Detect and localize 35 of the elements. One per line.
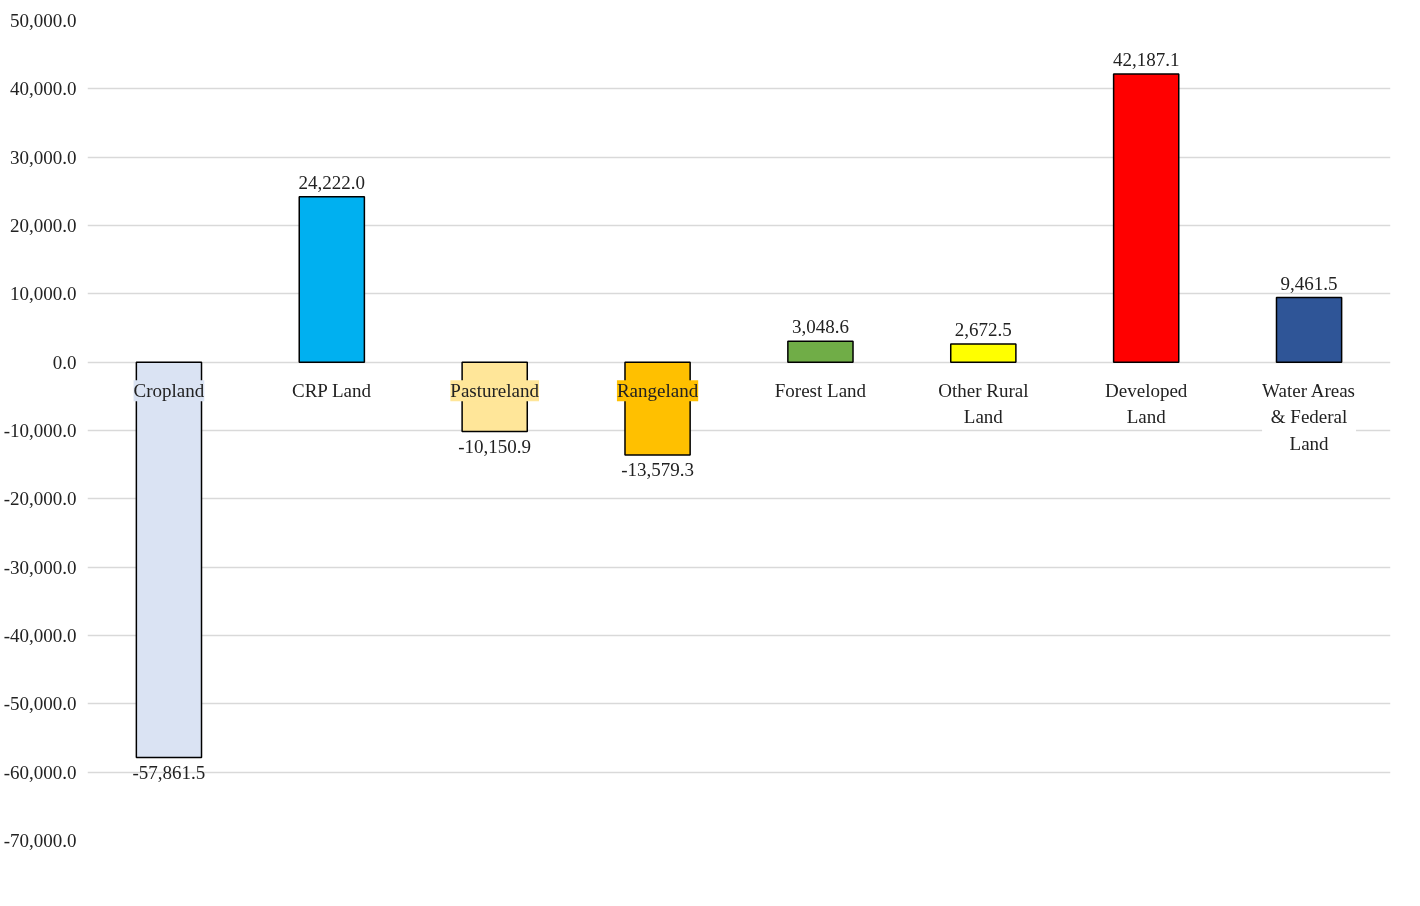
data-label: -57,861.5 (132, 761, 206, 783)
x-tick-label: CRP Land (291, 380, 372, 402)
x-tick-label: Rangeland (616, 380, 699, 402)
bar (135, 361, 203, 759)
y-tick-label: -60,000.0 (3, 761, 77, 783)
y-tick-label: -50,000.0 (3, 693, 77, 715)
y-tick-label: 0.0 (52, 351, 77, 373)
y-tick-label: -10,000.0 (3, 420, 77, 441)
data-label: 42,187.1 (1112, 48, 1180, 70)
data-label: 2,672.5 (954, 318, 1012, 340)
data-label: 9,461.5 (1280, 272, 1338, 294)
x-tick-label: Forest Land (774, 380, 867, 402)
bar (298, 195, 366, 363)
y-tick-label: -40,000.0 (3, 625, 77, 646)
bar (949, 343, 1017, 363)
x-tick-label: Other Rural Land (938, 380, 1029, 428)
data-label: -13,579.3 (621, 458, 694, 480)
x-tick-label: Developed Land (1105, 380, 1188, 428)
data-label: 3,048.6 (791, 316, 849, 338)
y-tick-label: 20,000.0 (10, 215, 77, 236)
y-tick-label: 10,000.0 (10, 283, 77, 305)
bar (787, 340, 854, 363)
x-tick-label: Water Areas & Federal Land (1262, 380, 1355, 454)
y-tick-label: 40,000.0 (10, 78, 77, 100)
x-tick-label: Pastureland (450, 380, 540, 402)
y-tick-label: -20,000.0 (3, 488, 77, 510)
bar (1112, 73, 1180, 363)
y-tick-label: 50,000.0 (10, 10, 77, 31)
data-label: 24,222.0 (298, 171, 366, 193)
y-tick-label: 30,000.0 (10, 146, 77, 168)
y-tick-label: -70,000.0 (3, 830, 77, 851)
bar (1275, 296, 1343, 363)
data-label: -10,150.9 (458, 435, 532, 457)
x-tick-label: Cropland (133, 380, 205, 402)
y-tick-label: -30,000.0 (3, 556, 77, 578)
